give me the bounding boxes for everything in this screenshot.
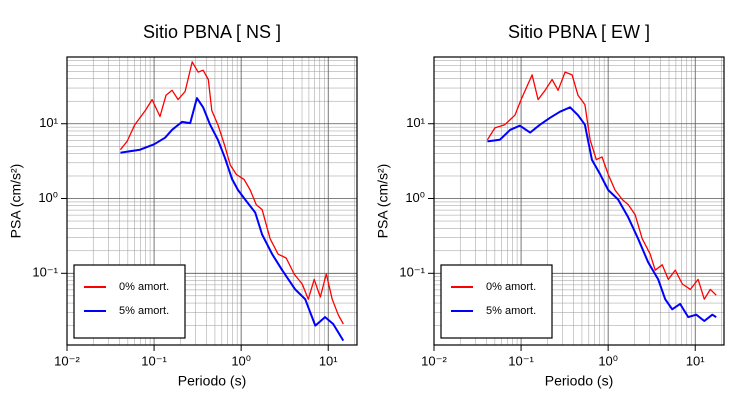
chart-title: Sitio PBNA [ EW ] xyxy=(508,22,650,42)
y-tick-label: 10⁰ xyxy=(405,190,425,205)
plot-frame xyxy=(433,56,725,346)
y-tick-label: 10⁻¹ xyxy=(32,265,58,280)
x-tick-label: 10⁻² xyxy=(421,353,447,368)
x-tick-label: 10⁻¹ xyxy=(508,353,534,368)
y-tick-label: 10¹ xyxy=(39,115,58,130)
x-tick-label: 10¹ xyxy=(686,353,705,368)
legend-label: 0% amort. xyxy=(486,281,536,293)
x-tick-label: 10⁰ xyxy=(231,353,251,368)
plot-frame xyxy=(66,56,358,346)
x-tick-label: 10⁻¹ xyxy=(141,353,167,368)
legend-box xyxy=(73,264,186,339)
series-line xyxy=(486,71,717,300)
legend-label: 5% amort. xyxy=(119,305,169,317)
y-axis-label: PSA (cm/s²) xyxy=(375,164,391,239)
series-line xyxy=(119,61,344,325)
series-line xyxy=(487,106,717,322)
x-axis-label: Periodo (s) xyxy=(545,373,613,389)
series-line xyxy=(120,97,345,342)
y-axis-label: PSA (cm/s²) xyxy=(8,164,24,239)
y-tick-label: 10⁰ xyxy=(38,190,58,205)
x-axis-label: Periodo (s) xyxy=(178,373,246,389)
legend-label: 5% amort. xyxy=(486,305,536,317)
y-tick-label: 10⁻¹ xyxy=(399,265,425,280)
y-tick-label: 10¹ xyxy=(406,115,425,130)
legend-label: 0% amort. xyxy=(119,281,169,293)
legend-box xyxy=(440,264,553,339)
x-tick-label: 10⁰ xyxy=(598,353,618,368)
x-tick-label: 10⁻² xyxy=(54,353,80,368)
x-tick-label: 10¹ xyxy=(319,353,338,368)
chart-title: Sitio PBNA [ NS ] xyxy=(143,22,281,42)
